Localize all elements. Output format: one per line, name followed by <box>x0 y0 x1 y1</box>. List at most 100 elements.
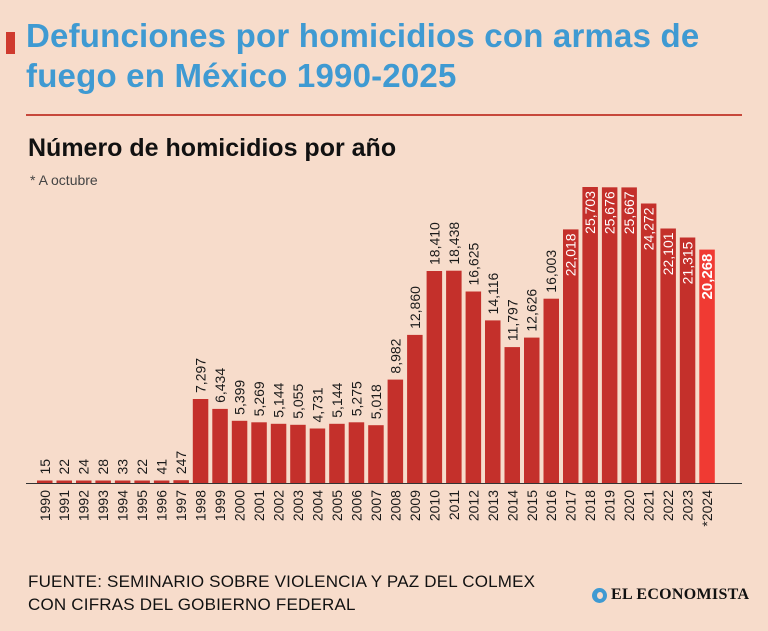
tick-label: 2000 <box>232 490 248 521</box>
tick-label: 2019 <box>602 490 618 521</box>
source-line-1: FUENTE: SEMINARIO SOBRE VIOLENCIA Y PAZ … <box>28 572 536 591</box>
bar-1991 <box>56 480 72 483</box>
data-label: 33 <box>115 459 131 475</box>
data-label: 5,144 <box>329 383 345 418</box>
bar-2022 <box>660 228 676 483</box>
bar-2023 <box>679 237 696 483</box>
data-label: 5,399 <box>232 380 248 415</box>
tick-label: 2011 <box>446 490 462 520</box>
source-note: FUENTE: SEMINARIO SOBRE VIOLENCIA Y PAZ … <box>28 570 535 616</box>
data-label: 5,269 <box>251 381 267 416</box>
data-label: 7,297 <box>193 358 209 393</box>
bar-1994 <box>114 480 131 483</box>
data-label: 5,275 <box>348 381 364 416</box>
bar-2012 <box>465 291 482 483</box>
data-label: 18,438 <box>446 222 462 265</box>
tick-label: 2012 <box>465 490 481 521</box>
chart-subtitle: Número de homicidios por año <box>28 134 397 162</box>
data-label: 25,667 <box>621 191 637 234</box>
tick-label: 2017 <box>563 490 579 521</box>
bar-2021 <box>640 203 657 483</box>
tick-label: 1993 <box>95 490 111 521</box>
bar-2011 <box>446 270 462 483</box>
bar-chart: 1519902219912419922819933319942219954119… <box>26 187 742 527</box>
tick-label: 1997 <box>173 490 189 521</box>
source-line-2: CON CIFRAS DEL GOBIERNO FEDERAL <box>28 595 356 614</box>
data-label: 8,982 <box>387 338 403 373</box>
bar-2008 <box>387 379 404 483</box>
bar-2000 <box>231 420 248 483</box>
tick-label: 1990 <box>37 490 53 521</box>
bar-2017 <box>563 229 579 483</box>
data-label: 16,625 <box>465 243 481 286</box>
bar-2024 <box>699 249 715 483</box>
bar-1992 <box>76 480 92 483</box>
tick-label: 2013 <box>485 490 501 521</box>
tick-label: 1996 <box>154 490 170 521</box>
bar-1996 <box>153 480 170 483</box>
tick-label: 2006 <box>348 490 364 521</box>
tick-label: 2010 <box>426 490 442 521</box>
data-label: 24,272 <box>641 207 657 250</box>
tick-label: 1999 <box>212 490 228 521</box>
data-label: 5,144 <box>271 383 287 418</box>
data-label: 16,003 <box>543 250 559 293</box>
tick-label: 2007 <box>368 490 384 521</box>
bar-2013 <box>485 320 501 483</box>
data-label: 6,434 <box>212 368 228 403</box>
tick-label: 2020 <box>621 490 637 521</box>
data-label: 5,055 <box>290 384 306 419</box>
title-accent-bar <box>6 32 15 54</box>
tick-label: 2021 <box>641 490 657 521</box>
chart-note: * A octubre <box>30 172 98 188</box>
tick-label: 1994 <box>115 490 131 521</box>
data-label: 22,018 <box>563 233 579 276</box>
tick-label: 2023 <box>680 490 696 521</box>
data-label: 22,101 <box>660 232 676 275</box>
bar-2019 <box>601 187 618 484</box>
tick-label: 2009 <box>407 490 423 521</box>
bar-2010 <box>426 271 443 483</box>
data-label: 14,116 <box>485 272 501 314</box>
bar-2001 <box>251 422 267 483</box>
bar-2006 <box>348 422 365 483</box>
data-label: 11,797 <box>504 299 520 341</box>
tick-label: 1998 <box>193 490 209 521</box>
bar-1995 <box>134 480 150 483</box>
data-label: 247 <box>173 451 189 475</box>
bar-2002 <box>270 423 287 483</box>
tick-label: 2016 <box>543 490 559 521</box>
bar-1997 <box>173 480 189 483</box>
tick-label: 2018 <box>582 490 598 521</box>
data-label: 12,626 <box>524 289 540 332</box>
data-label: 21,315 <box>680 241 696 284</box>
bar-1999 <box>212 408 228 483</box>
tick-label: 2014 <box>504 490 520 521</box>
bar-2007 <box>368 425 384 483</box>
bar-2014 <box>504 347 520 483</box>
chart-title: Defunciones por homicidios con armas de … <box>26 17 700 94</box>
bar-2004 <box>309 428 326 483</box>
tick-label: 1992 <box>76 490 92 521</box>
bar-1990 <box>37 480 53 483</box>
data-label: 22 <box>56 459 72 475</box>
tick-label: 1995 <box>134 490 150 521</box>
bar-2016 <box>543 298 559 483</box>
data-label: 5,018 <box>368 384 384 419</box>
bar-2015 <box>524 337 540 483</box>
bar-1993 <box>95 480 111 483</box>
tick-label: 2002 <box>271 490 287 521</box>
bar-2005 <box>329 423 345 483</box>
tick-label: 2015 <box>524 490 540 521</box>
bar-2018 <box>582 187 598 483</box>
title-divider <box>26 114 742 116</box>
data-label: 22 <box>134 459 150 475</box>
brand-logo: EL ECONOMISTA <box>592 586 749 604</box>
data-label: 4,731 <box>309 387 325 422</box>
data-label: 18,410 <box>426 222 442 265</box>
el-economista-logo-icon <box>592 587 607 603</box>
tick-label: *2024 <box>699 490 715 527</box>
bar-2020 <box>621 187 637 483</box>
tick-label: 2001 <box>251 490 267 521</box>
data-label: 41 <box>154 459 170 475</box>
